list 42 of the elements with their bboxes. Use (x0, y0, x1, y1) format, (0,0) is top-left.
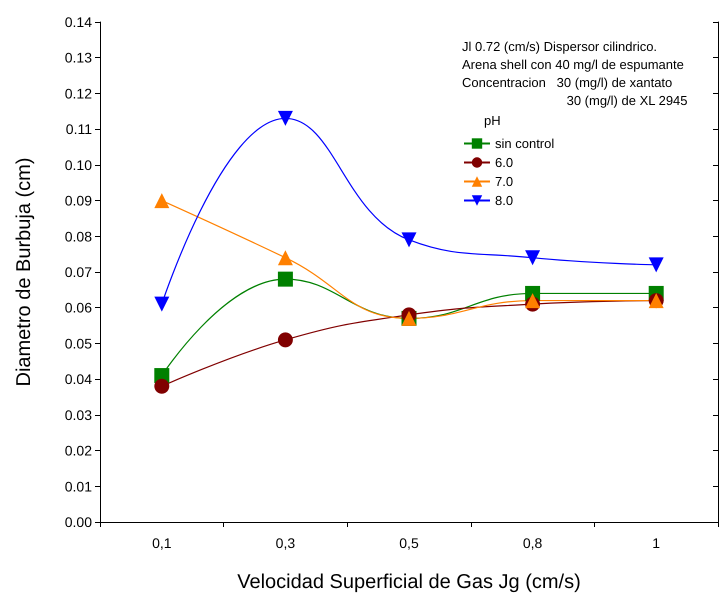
legend-label: 6.0 (495, 155, 514, 170)
y-axis-title: Diametro de Burbuja (cm) (13, 158, 35, 386)
point (525, 250, 540, 266)
x-tick-label: 0,5 (399, 535, 419, 551)
y-tick-label: 0.08 (64, 228, 92, 244)
point (525, 293, 540, 308)
point (278, 250, 293, 266)
x-tick-label: 0,8 (522, 535, 543, 551)
y-tick-label: 0.02 (64, 442, 92, 459)
y-tick-label: 0.10 (64, 156, 92, 173)
x-tick-label: 1 (652, 535, 660, 551)
y-tick-label: 0.06 (64, 300, 92, 316)
legend-label: 7.0 (495, 174, 514, 189)
point (154, 296, 170, 312)
point (648, 257, 664, 272)
legend-label: 8.0 (495, 193, 514, 208)
y-tick-label: 0.01 (64, 478, 92, 494)
annotation: Jl 0.72 (cm/s) Dispersor cilindrico. (462, 39, 658, 54)
point (278, 272, 293, 287)
y-tick-label: 0.00 (64, 514, 92, 530)
y-tick-label: 0.14 (64, 14, 92, 30)
y-tick-label: 0.11 (66, 121, 92, 138)
annotation: Concentracion 30 (mg/l) de xantato (462, 75, 672, 90)
point (278, 110, 293, 126)
y-tick-label: 0.05 (64, 335, 92, 352)
point (278, 332, 293, 348)
y-tick-label: 0.09 (64, 192, 92, 209)
x-tick-label: 0,1 (152, 535, 172, 551)
y-tick-label: 0.13 (64, 50, 92, 66)
x-axis-title: Velocidad Superficial de Gas Jg (cm/s) (237, 571, 581, 593)
x-tick-label: 0,3 (276, 535, 296, 551)
point (154, 378, 170, 394)
y-tick-label: 0.07 (64, 264, 92, 280)
point (154, 193, 170, 208)
y-tick-label: 0.12 (64, 85, 92, 102)
legend-title: pH (484, 113, 501, 128)
y-tick-label: 0.04 (64, 371, 92, 388)
annotation: 30 (mg/l) de XL 2945 (566, 93, 688, 108)
y-tick-label: 0.03 (64, 406, 92, 423)
legend-label: sin control (495, 136, 554, 151)
annotation: Arena shell con 40 mg/l de espumante (462, 57, 684, 72)
point (402, 232, 416, 248)
